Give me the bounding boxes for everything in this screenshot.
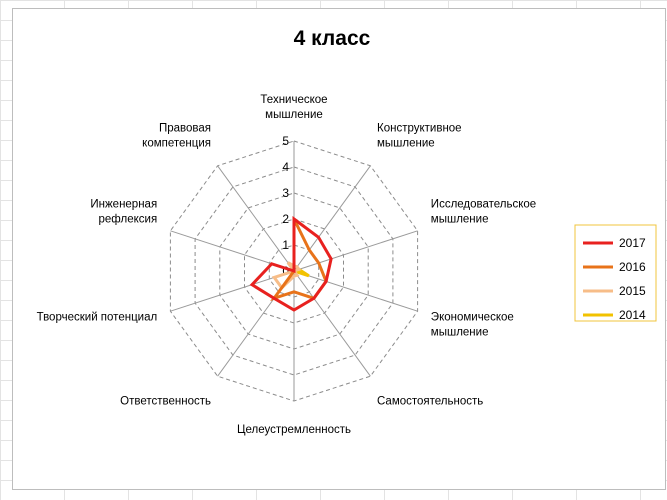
axis-label-group: Самостоятельность (377, 396, 483, 408)
axis-label: Самостоятельность (377, 396, 483, 408)
legend-label-2015: 2015 (619, 284, 646, 298)
axis-label: Целеустремленность (237, 424, 351, 436)
axis-label: Ответственность (120, 396, 211, 408)
tick-label: 5 (282, 134, 289, 148)
axis-label: Правовая (159, 122, 211, 134)
legend-label-2016: 2016 (619, 260, 646, 274)
tick-label: 2 (282, 212, 289, 226)
radar-gridline (244, 218, 344, 324)
legend-label-2017: 2017 (619, 236, 646, 250)
axis-label-group: Целеустремленность (237, 424, 351, 436)
radar-spoke (217, 165, 295, 272)
axis-label: мышление (431, 213, 489, 225)
tick-label: 1 (282, 238, 289, 252)
axis-label: Конструктивное (377, 122, 462, 134)
axis-label-group: Конструктивное мышление (377, 122, 462, 149)
legend-label-2014: 2014 (619, 308, 646, 322)
axis-label: мышление (377, 137, 435, 149)
radar-gridline (194, 166, 394, 376)
legend-box (574, 224, 657, 322)
radar-spoke (293, 230, 418, 272)
legend[interactable]: 2017 2016 2015 2014 (574, 224, 657, 322)
axis-label-group: Ответственность (120, 396, 211, 408)
axis-label: Творческий потенциал (37, 312, 158, 324)
axis-label-group: Творческий потенциал (37, 312, 158, 324)
tick-label: 4 (282, 160, 289, 174)
series-line-2017 (249, 216, 333, 312)
axis-label: рефлексия (99, 213, 158, 225)
radar-spoke (293, 165, 371, 272)
tick-label: 3 (282, 186, 289, 200)
radar-series (249, 216, 333, 312)
chart-title: 4 класс (294, 27, 371, 50)
axis-label: мышление (431, 327, 489, 339)
axis-label-group: Инженерная рефлексия (90, 198, 157, 225)
tick-label: 0 (282, 264, 289, 278)
radar-spoke (293, 270, 371, 377)
axis-label: Инженерная (90, 198, 157, 210)
axis-label: компетенция (142, 137, 211, 149)
axis-label: Исследовательское (431, 198, 536, 210)
axis-label: Экономическое (431, 312, 514, 324)
axis-labels: Техническое мышление Конструктивное мышлени… (37, 94, 537, 436)
axis-label: Техническое (260, 94, 327, 106)
radial-tick-labels: 0 1 2 3 4 5 (282, 134, 289, 278)
series-line-2015 (271, 261, 302, 291)
radar-spoke (293, 270, 418, 312)
axis-label-group: Исследовательское мышление (431, 198, 536, 225)
axis-label-group: Техническое мышление (260, 94, 327, 121)
axis-label-group: Экономическое мышление (431, 312, 514, 339)
series-line-2016 (270, 218, 328, 302)
axis-label: мышление (265, 109, 323, 121)
axis-label-group: Правовая компетенция (142, 122, 211, 149)
